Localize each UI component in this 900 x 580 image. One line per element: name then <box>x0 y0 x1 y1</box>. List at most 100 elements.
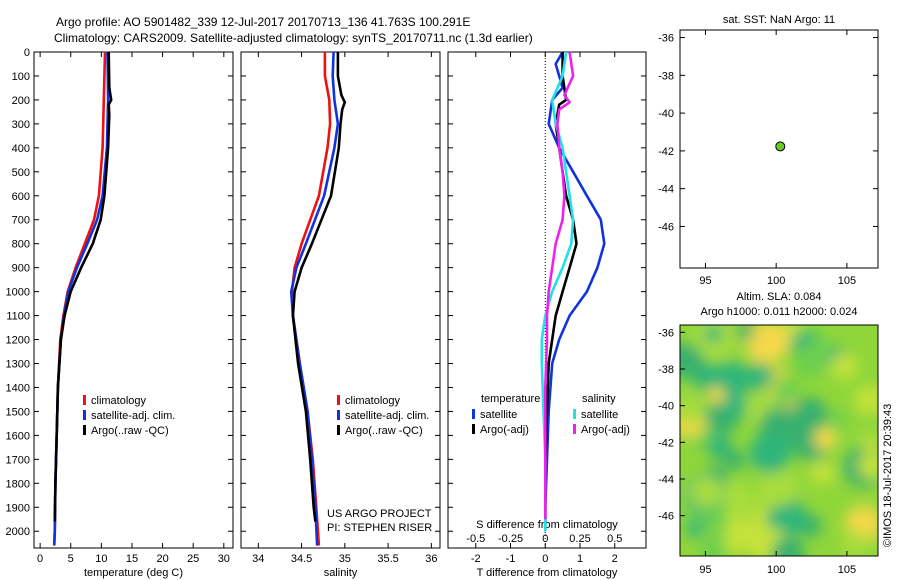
temperature-legend-swatch <box>83 395 86 405</box>
difference-legend-salinity-header: salinity <box>582 393 616 405</box>
sla-blob <box>813 427 837 450</box>
float-position-marker <box>775 141 786 152</box>
salinity-xtick-label: 35 <box>339 553 351 565</box>
difference-legend-temp-argo-label: Argo(-adj) <box>480 424 529 436</box>
temperature-legend-swatch <box>83 410 86 420</box>
sla-blob <box>857 453 878 479</box>
depth-tick-label: 1600 <box>6 430 30 442</box>
difference-series-line <box>543 51 606 532</box>
depth-tick-label: 900 <box>12 263 30 275</box>
salinity-legend-swatch <box>337 395 340 405</box>
salinity-series-line <box>289 51 340 546</box>
sla-blob <box>829 410 849 430</box>
difference-legend-sal-sat-label: satellite <box>581 409 618 421</box>
temperature-legend-label: Argo(..raw -QC) <box>91 425 169 437</box>
depth-tick-label: 1400 <box>6 382 30 394</box>
sla-blob <box>724 518 757 552</box>
depth-tick-label: 800 <box>12 239 30 251</box>
sla-xtick-label: 95 <box>699 564 711 576</box>
sla-blob <box>745 325 789 365</box>
sla-blob <box>790 396 828 434</box>
sla-blob <box>854 385 878 415</box>
difference-legend-sal-argo-label: Argo(-adj) <box>581 424 630 436</box>
location-ytick-label: -40 <box>658 108 674 120</box>
depth-tick-label: 0 <box>24 47 30 59</box>
difference-series-line <box>543 52 578 522</box>
depth-tick-label: 1800 <box>6 478 30 490</box>
depth-tick-label: 1200 <box>6 335 30 347</box>
depth-tick-label: 1100 <box>6 311 30 323</box>
location-xtick-label: 100 <box>767 275 785 287</box>
temperature-profile-panel: 0100200300400500600700800900100011001200… <box>6 47 234 579</box>
sla-blob <box>831 353 858 380</box>
sla-blob <box>810 460 834 485</box>
depth-tick-label: 1000 <box>6 287 30 299</box>
temperature-xtick-label: 5 <box>68 553 74 565</box>
sla-blob <box>686 519 705 538</box>
depth-tick-label: 100 <box>12 71 30 83</box>
depth-tick-label: 400 <box>12 143 30 155</box>
salinity-xtick-label: 34 <box>252 553 264 565</box>
sla-ytick-label: -42 <box>658 437 674 449</box>
depth-tick-label: 200 <box>12 95 30 107</box>
sla-blob <box>749 432 791 474</box>
location-ytick-label: -44 <box>658 184 674 196</box>
location-map-panel: sat. SST: NaN Argo: 11 -36 -38 -40 -42 -44 -46… <box>658 14 879 287</box>
difference-xtick-label: 2 <box>612 553 618 565</box>
location-ytick-label: -36 <box>658 33 674 45</box>
location-ytick-label: -38 <box>658 70 674 82</box>
salinity-xtick-label: 34.5 <box>291 553 312 565</box>
difference-xtick-label: 1 <box>577 553 583 565</box>
sla-blob <box>722 393 748 419</box>
depth-tick-label: 500 <box>12 167 30 179</box>
sla-blob <box>746 363 774 391</box>
salinity-diff-axis-label: S difference from climatology <box>476 519 618 531</box>
sla-blob <box>773 376 800 403</box>
location-title: sat. SST: NaN Argo: 11 <box>723 14 835 26</box>
difference-legend-temp-argo-swatch <box>472 424 475 434</box>
location-xtick-label: 95 <box>699 275 711 287</box>
salinity-xtick-label: 36 <box>425 553 437 565</box>
depth-tick-label: 1900 <box>6 502 30 514</box>
sla-blob <box>704 325 723 343</box>
salinity-diff-tick-label: 0.25 <box>569 533 590 545</box>
temperature-legend-label: satellite-adj. clim. <box>91 410 175 422</box>
difference-xlabel: T difference from climatology <box>477 567 618 579</box>
temperature-xtick-label: 25 <box>187 553 199 565</box>
temperature-legend-swatch <box>83 425 86 435</box>
sla-blob <box>713 361 751 399</box>
sla-blob <box>842 530 869 556</box>
difference-legend-temperature-header: temperature <box>481 393 540 405</box>
salinity-legend-label: Argo(..raw -QC) <box>345 425 423 437</box>
temperature-xlabel: temperature (deg C) <box>84 567 183 579</box>
difference-legend-temp-sat-label: satellite <box>480 409 517 421</box>
salinity-profile-panel: 34 34.5 35 35.5 36 salinity climatology satelli… <box>240 51 441 579</box>
location-ytick-label: -42 <box>658 146 674 158</box>
sla-ytick-label: -44 <box>658 474 674 486</box>
difference-profile-panel: -2 -1 0 1 2 T difference from climatology -0.5… <box>447 51 647 579</box>
sla-blob <box>680 395 705 425</box>
temperature-xtick-label: 15 <box>126 553 138 565</box>
difference-legend-sal-argo-swatch <box>573 424 576 434</box>
figure-title-line2: Climatology: CARS2009. Satellite-adjuste… <box>54 31 533 45</box>
salinity-legend-swatch <box>337 410 340 420</box>
depth-tick-label: 1500 <box>6 406 30 418</box>
imos-credit: ©IMOS 18-Jul-2017 20:39:43 <box>882 404 894 547</box>
sla-blob <box>708 386 726 404</box>
temperature-frame <box>33 51 234 549</box>
salinity-series-line <box>291 52 347 522</box>
location-xtick-label: 105 <box>838 275 856 287</box>
sla-ytick-label: -40 <box>658 401 674 413</box>
sla-blob <box>861 435 878 453</box>
salinity-xtick-label: 35.5 <box>377 553 398 565</box>
location-ytick-label: -46 <box>658 221 674 233</box>
sla-ytick-label: -36 <box>658 327 674 339</box>
depth-tick-label: 1700 <box>6 454 30 466</box>
sla-blob <box>680 342 703 379</box>
salinity-diff-tick-label: 0 <box>542 533 548 545</box>
sla-xtick-label: 105 <box>838 564 856 576</box>
sla-blob <box>699 538 728 556</box>
depth-tick-label: 1300 <box>6 358 30 370</box>
salinity-legend-swatch <box>337 425 340 435</box>
